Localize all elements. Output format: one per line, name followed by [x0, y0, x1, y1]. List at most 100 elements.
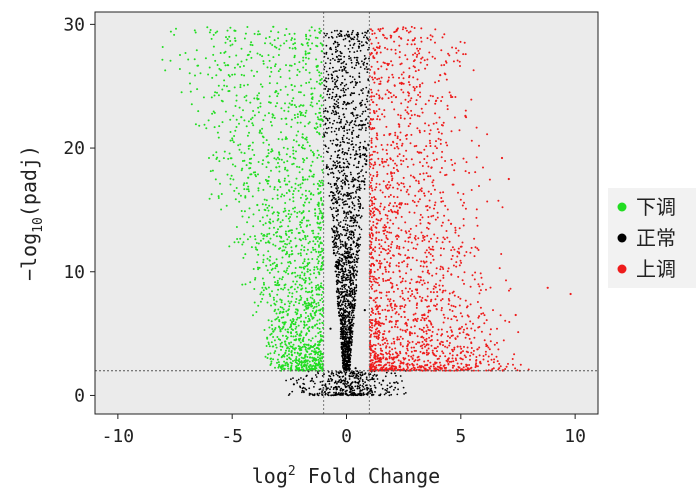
up-point — [377, 342, 380, 345]
normal-point — [331, 53, 334, 56]
down-point — [261, 203, 264, 206]
down-point — [281, 256, 284, 259]
up-point — [396, 245, 399, 247]
down-point — [276, 293, 279, 296]
down-point — [319, 210, 322, 213]
up-point — [457, 234, 460, 237]
normal-point — [360, 215, 363, 218]
up-point — [396, 211, 399, 214]
down-point — [302, 204, 305, 206]
normal-point — [357, 254, 359, 257]
down-point — [317, 304, 320, 307]
up-point — [508, 321, 511, 323]
normal-point — [349, 171, 352, 174]
normal-point — [338, 379, 341, 382]
down-point — [321, 96, 324, 99]
down-point — [239, 143, 242, 146]
normal-point — [355, 285, 358, 287]
down-point — [243, 84, 246, 87]
normal-point — [335, 70, 338, 72]
up-point — [422, 326, 425, 329]
normal-point — [332, 111, 335, 113]
up-point — [478, 354, 481, 357]
down-point — [265, 345, 268, 347]
normal-point — [345, 234, 347, 237]
down-point — [298, 354, 301, 357]
down-point — [293, 54, 296, 57]
down-point — [213, 94, 216, 97]
down-point — [217, 197, 220, 199]
normal-point — [358, 226, 361, 229]
down-point — [311, 326, 314, 329]
up-point — [428, 222, 431, 225]
down-point — [302, 66, 305, 69]
up-point — [393, 40, 396, 43]
normal-point — [345, 70, 347, 72]
normal-point — [340, 315, 343, 317]
normal-point — [371, 376, 374, 379]
normal-point — [361, 113, 364, 115]
down-point — [306, 356, 309, 358]
down-point — [302, 59, 305, 62]
normal-point — [359, 207, 361, 210]
down-point — [303, 249, 306, 252]
up-point — [384, 46, 386, 49]
up-point — [386, 158, 388, 161]
normal-point — [344, 283, 346, 286]
normal-point — [387, 391, 389, 393]
down-point — [264, 286, 267, 289]
normal-point — [352, 283, 355, 286]
normal-point — [344, 331, 347, 333]
normal-point — [362, 88, 364, 90]
normal-point — [348, 33, 350, 36]
down-point — [295, 356, 298, 358]
normal-point — [365, 127, 367, 129]
up-point — [446, 270, 449, 273]
down-point — [306, 141, 309, 144]
up-point — [386, 172, 389, 175]
down-point — [316, 126, 319, 129]
up-point — [394, 304, 396, 307]
up-point — [417, 94, 420, 96]
normal-point — [361, 60, 363, 63]
normal-point — [343, 273, 346, 276]
normal-point — [360, 371, 362, 374]
down-point — [223, 79, 226, 82]
up-point — [489, 340, 492, 343]
up-point — [389, 132, 392, 135]
down-point — [234, 165, 237, 168]
down-point — [276, 194, 279, 197]
down-point — [320, 293, 323, 296]
up-point — [382, 226, 385, 229]
normal-point — [348, 321, 351, 324]
down-point — [319, 32, 321, 34]
up-point — [386, 152, 389, 155]
down-point — [313, 272, 315, 275]
normal-point — [351, 76, 354, 78]
up-point — [451, 354, 454, 357]
up-point — [410, 109, 413, 112]
normal-point — [348, 337, 351, 340]
down-point — [247, 185, 250, 188]
down-point — [221, 121, 224, 124]
down-point — [189, 90, 192, 93]
up-point — [370, 196, 373, 199]
normal-point — [403, 393, 405, 395]
normal-point — [359, 152, 362, 155]
normal-point — [354, 84, 357, 86]
normal-point — [340, 89, 342, 92]
normal-point — [339, 389, 342, 392]
down-point — [303, 343, 305, 346]
normal-point — [340, 33, 343, 36]
normal-point — [338, 127, 340, 130]
normal-point — [325, 80, 328, 83]
up-point — [382, 278, 385, 280]
normal-point — [330, 35, 333, 38]
up-point — [409, 99, 412, 102]
normal-point — [348, 386, 351, 389]
normal-point — [360, 128, 362, 131]
up-point — [399, 335, 402, 338]
normal-point — [334, 392, 337, 395]
down-point — [318, 237, 321, 240]
down-point — [287, 217, 290, 220]
